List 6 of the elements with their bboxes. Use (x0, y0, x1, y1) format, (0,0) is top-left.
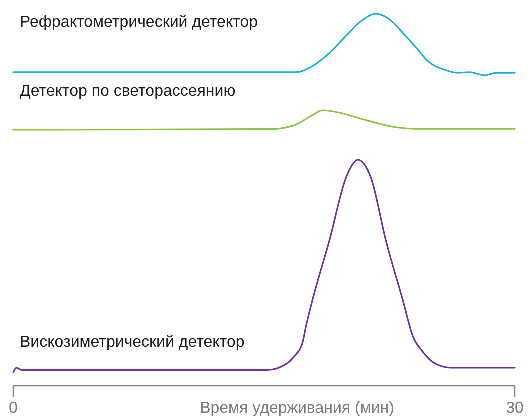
x-tick-label: 30 (506, 400, 524, 417)
text: Рефрактометрический детектор (20, 14, 258, 31)
series-label: Детектор по светорассеянию (20, 83, 236, 100)
x-tick-label: 0 (9, 400, 18, 417)
x-axis-title: Время удерживания (мин) (200, 400, 394, 417)
series-label: Вискозиметрический детектор (20, 334, 245, 351)
